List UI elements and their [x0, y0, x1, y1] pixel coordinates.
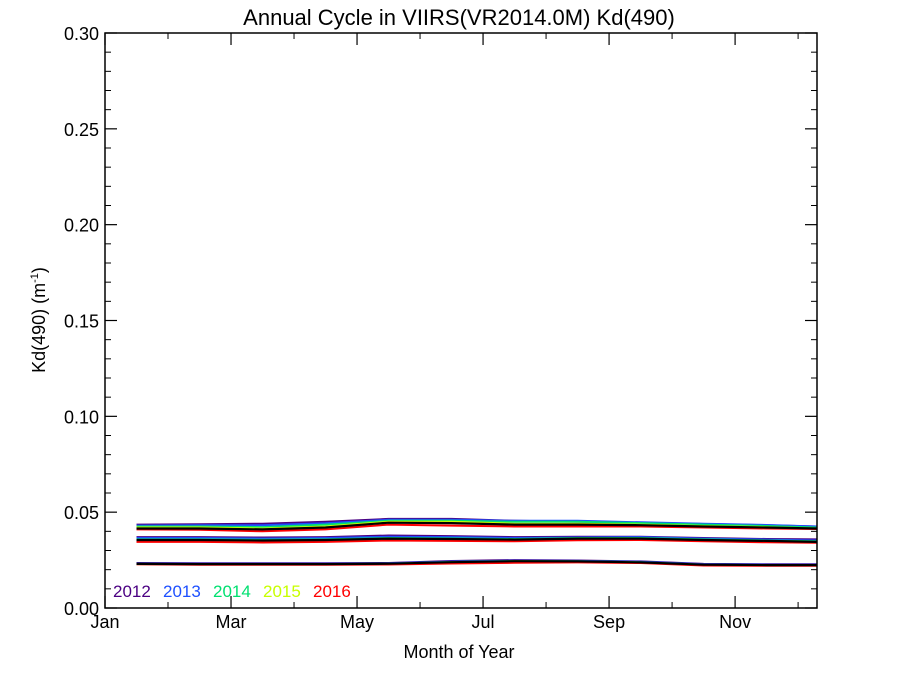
legend-item-2014: 2014: [213, 582, 251, 601]
chart-title: Annual Cycle in VIIRS(VR2014.0M) Kd(490): [243, 5, 675, 30]
series-line-group2-2016: [136, 539, 818, 544]
x-tick-label: May: [340, 612, 374, 632]
series-line-group1-black: [136, 521, 818, 531]
axes: 0.00 0.05 0.10 0.15 0.20 0.25 0.30 Jan Mar May Jul…: [64, 24, 818, 632]
series-line-group3-black: [136, 560, 817, 567]
y-tick-label: 0.30: [64, 24, 99, 44]
y-axis-label-exponent: -1: [29, 273, 41, 283]
legend: 2012 2013 2014 2015 2016: [113, 582, 351, 601]
x-tick-label: Jul: [472, 612, 495, 632]
y-tick-label: 0.05: [64, 503, 99, 523]
y-tick-label: 0.10: [64, 407, 99, 427]
legend-item-2013: 2013: [163, 582, 201, 601]
y-axis-label-close: ): [29, 267, 49, 273]
y-axis-label-main: Kd(490) (m: [29, 283, 49, 373]
plot-lines: [136, 517, 818, 567]
y-tick-label: 0.15: [64, 312, 99, 332]
x-tick-label: Nov: [719, 612, 751, 632]
series-line-group1-2014: [136, 519, 818, 529]
x-tick-label: Sep: [593, 612, 625, 632]
x-axis-label: Month of Year: [403, 642, 514, 662]
series-line-group2-black: [136, 537, 818, 543]
legend-item-2015: 2015: [263, 582, 301, 601]
legend-item-2016: 2016: [313, 582, 351, 601]
y-tick-label: 0.00: [64, 599, 99, 619]
x-tick-label: Jan: [90, 612, 119, 632]
y-tick-label: 0.20: [64, 216, 99, 236]
y-axis-label: Kd(490) (m-1): [29, 267, 49, 373]
y-tick-label: 0.25: [64, 120, 99, 140]
legend-item-2012: 2012: [113, 582, 151, 601]
x-tick-label: Mar: [216, 612, 247, 632]
